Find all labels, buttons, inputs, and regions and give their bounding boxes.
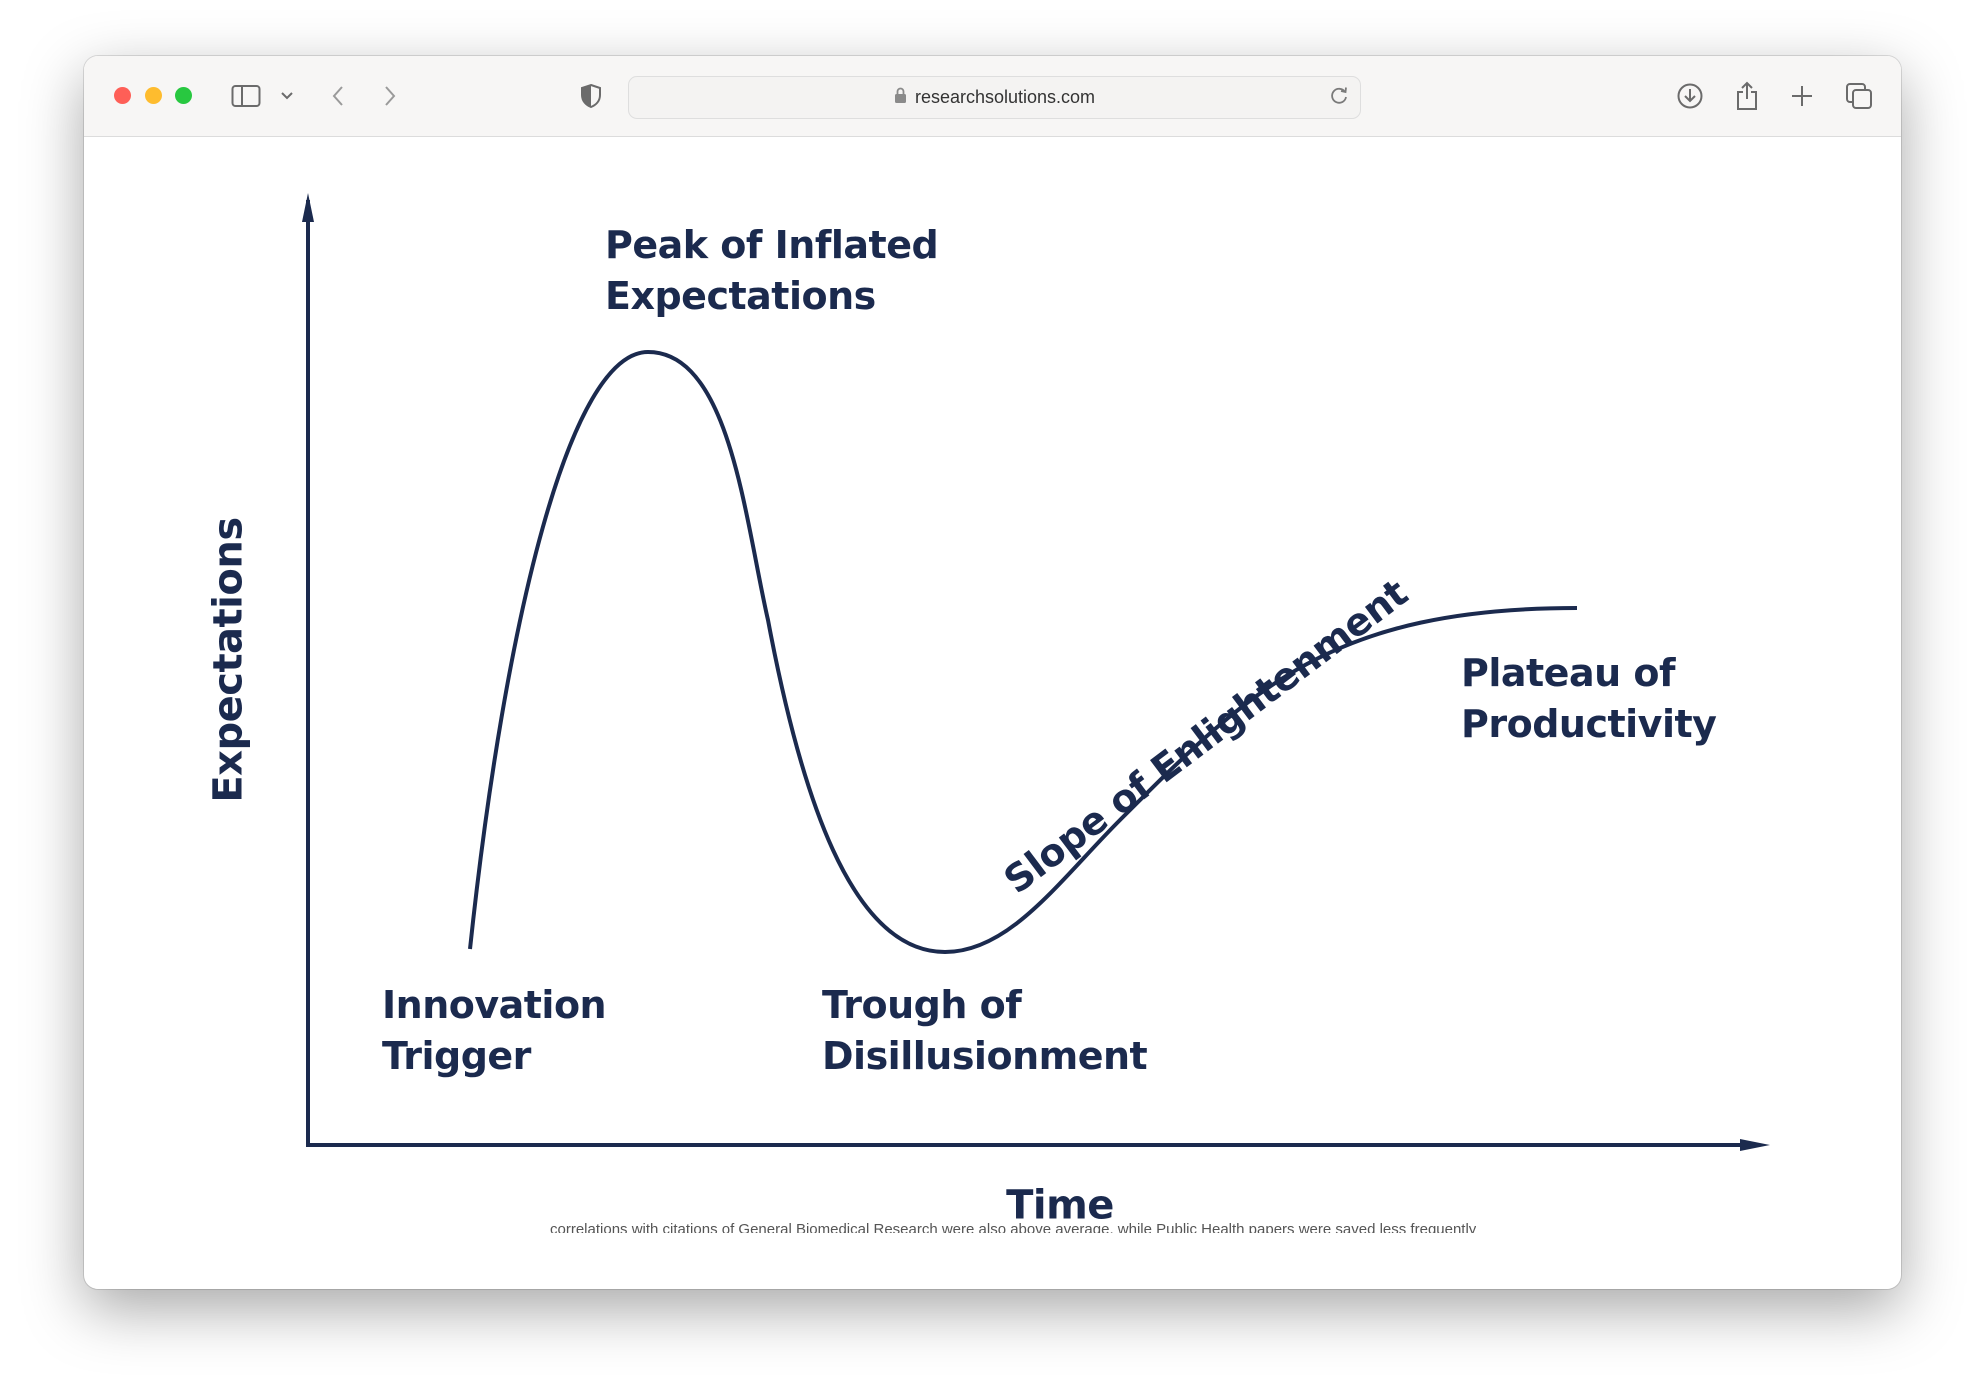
maximize-button[interactable] (175, 87, 192, 104)
lock-icon (894, 87, 907, 109)
x-axis-arrow (1740, 1139, 1770, 1151)
browser-toolbar: researchsolutions.com (84, 56, 1901, 137)
page-content (95, 137, 1891, 1289)
x-axis-label: Time (1006, 1182, 1114, 1229)
phase-plateau-of-productivity: Plateau of Productivity (1461, 648, 1717, 750)
url-text: researchsolutions.com (914, 87, 1096, 107)
reload-icon[interactable] (1328, 85, 1350, 112)
tabs-icon[interactable] (1843, 80, 1875, 112)
plus-icon[interactable] (1786, 80, 1818, 112)
back-icon[interactable] (322, 80, 354, 112)
address-bar[interactable]: researchsolutions.com (628, 76, 1361, 119)
phase-label-line: Trigger (382, 1034, 531, 1078)
phase-label-line: Trough of (822, 983, 1022, 1027)
phase-label-line: Expectations (605, 274, 876, 318)
forward-icon[interactable] (374, 80, 406, 112)
sidebar-icon[interactable] (230, 80, 262, 112)
phase-label-line: Peak of Inflated (605, 223, 939, 267)
chevron-down-icon[interactable] (271, 80, 303, 112)
y-axis-arrow (302, 193, 314, 222)
phase-label-line: Innovation (382, 983, 607, 1027)
phase-label-line: Disillusionment (822, 1034, 1148, 1078)
close-button[interactable] (114, 87, 131, 104)
phase-peak-of-inflated-expectations: Peak of Inflated Expectations (605, 220, 939, 322)
phase-label-line: Productivity (1461, 702, 1717, 746)
minimize-button[interactable] (145, 87, 162, 104)
page-footer-text: correlations with citations of General B… (550, 1223, 1477, 1233)
phase-innovation-trigger: Innovation Trigger (382, 980, 607, 1082)
share-icon[interactable] (1731, 80, 1763, 112)
browser-window: researchsolutions.com (84, 56, 1901, 1289)
hype-curve (468, 349, 1578, 955)
y-axis-label: Expectations (205, 517, 252, 803)
phase-label-line: Plateau of (1461, 651, 1676, 695)
phase-trough-of-disillusionment: Trough of Disillusionment (822, 980, 1148, 1082)
download-icon[interactable] (1674, 80, 1706, 112)
shield-icon[interactable] (575, 80, 607, 112)
